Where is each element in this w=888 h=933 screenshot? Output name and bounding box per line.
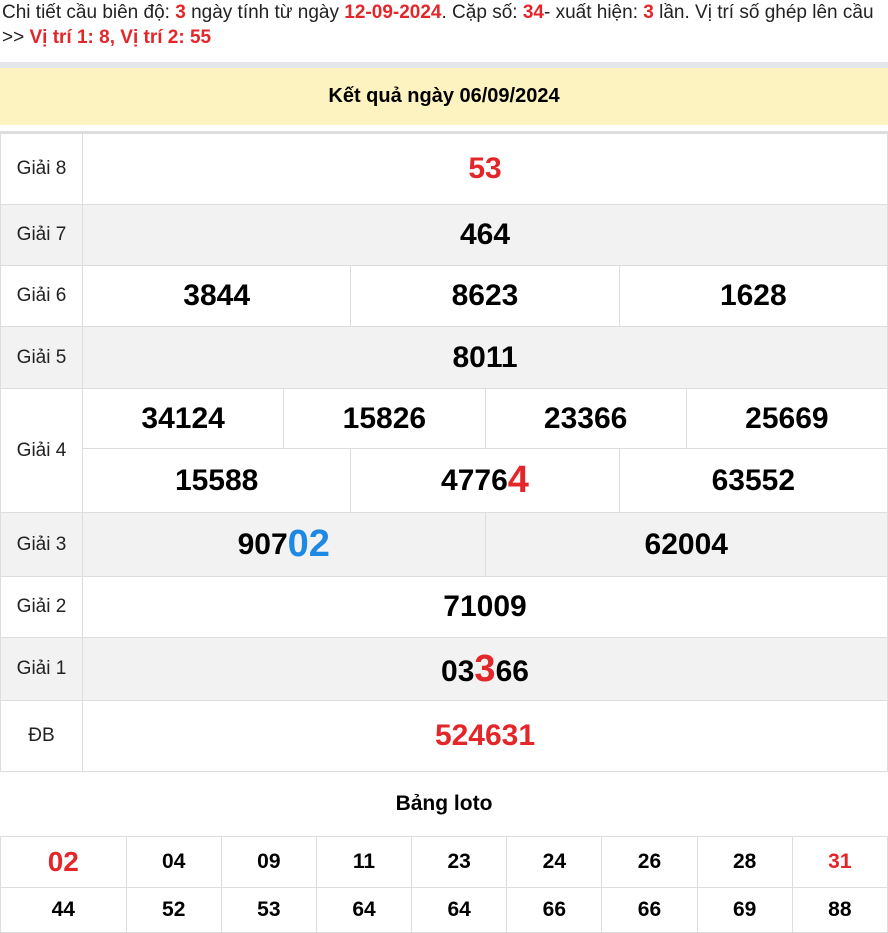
loto-cell: 28 [696,836,793,888]
prize-row-7: Giải 7 464 [0,204,888,266]
prize-row-db: ĐB 524631 [0,700,888,772]
loto-cell: 26 [601,836,698,888]
prize-row-4: Giải 4 34124 15826 23366 25669 15588 4776 4 63… [0,388,888,513]
loto-cell: 69 [696,887,793,933]
loto-cell: 64 [411,887,508,933]
loto-cell: 04 [125,836,222,888]
loto-cell: 53 [220,887,317,933]
loto-cell: 24 [506,836,603,888]
loto-table: 02 04 09 11 23 24 26 28 31 44 52 53 64 64 66 66 69 88 [0,836,888,933]
loto-cell: 88 [791,887,888,933]
loto-cell: 64 [315,887,413,933]
prize-row-5: Giải 5 8011 [0,326,888,389]
loto-cell: 52 [125,887,222,933]
prize-row-8: Giải 8 53 [0,133,888,205]
result-title: Kết quả ngày 06/09/2024 [0,68,888,125]
intro-text: Chi tiết cầu biên độ: 3 ngày tính từ ngà… [2,2,874,48]
loto-cell: 44 [0,887,127,933]
prize-row-3: Giải 3 907 02 62004 [0,512,888,577]
prize-row-6: Giải 6 3844 8623 1628 [0,265,888,327]
prize-row-2: Giải 2 71009 [0,576,888,638]
results-table: Giải 8 53 Giải 7 464 Giải 6 3844 8623 1628 Gi… [0,133,888,772]
loto-row: 02 04 09 11 23 24 26 28 31 [0,836,888,888]
loto-cell: 31 [791,836,888,888]
loto-cell: 66 [506,887,603,933]
loto-cell: 09 [220,836,317,888]
divider [0,125,888,133]
loto-cell: 11 [315,836,413,888]
divider [0,62,888,68]
loto-cell: 23 [411,836,508,888]
loto-title: Bảng loto [395,792,493,815]
loto-cell: 66 [601,887,698,933]
prize-row-1: Giải 1 03366 [0,637,888,701]
loto-cell: 02 [0,836,127,888]
loto-row: 44 52 53 64 64 66 66 69 88 [0,887,888,933]
